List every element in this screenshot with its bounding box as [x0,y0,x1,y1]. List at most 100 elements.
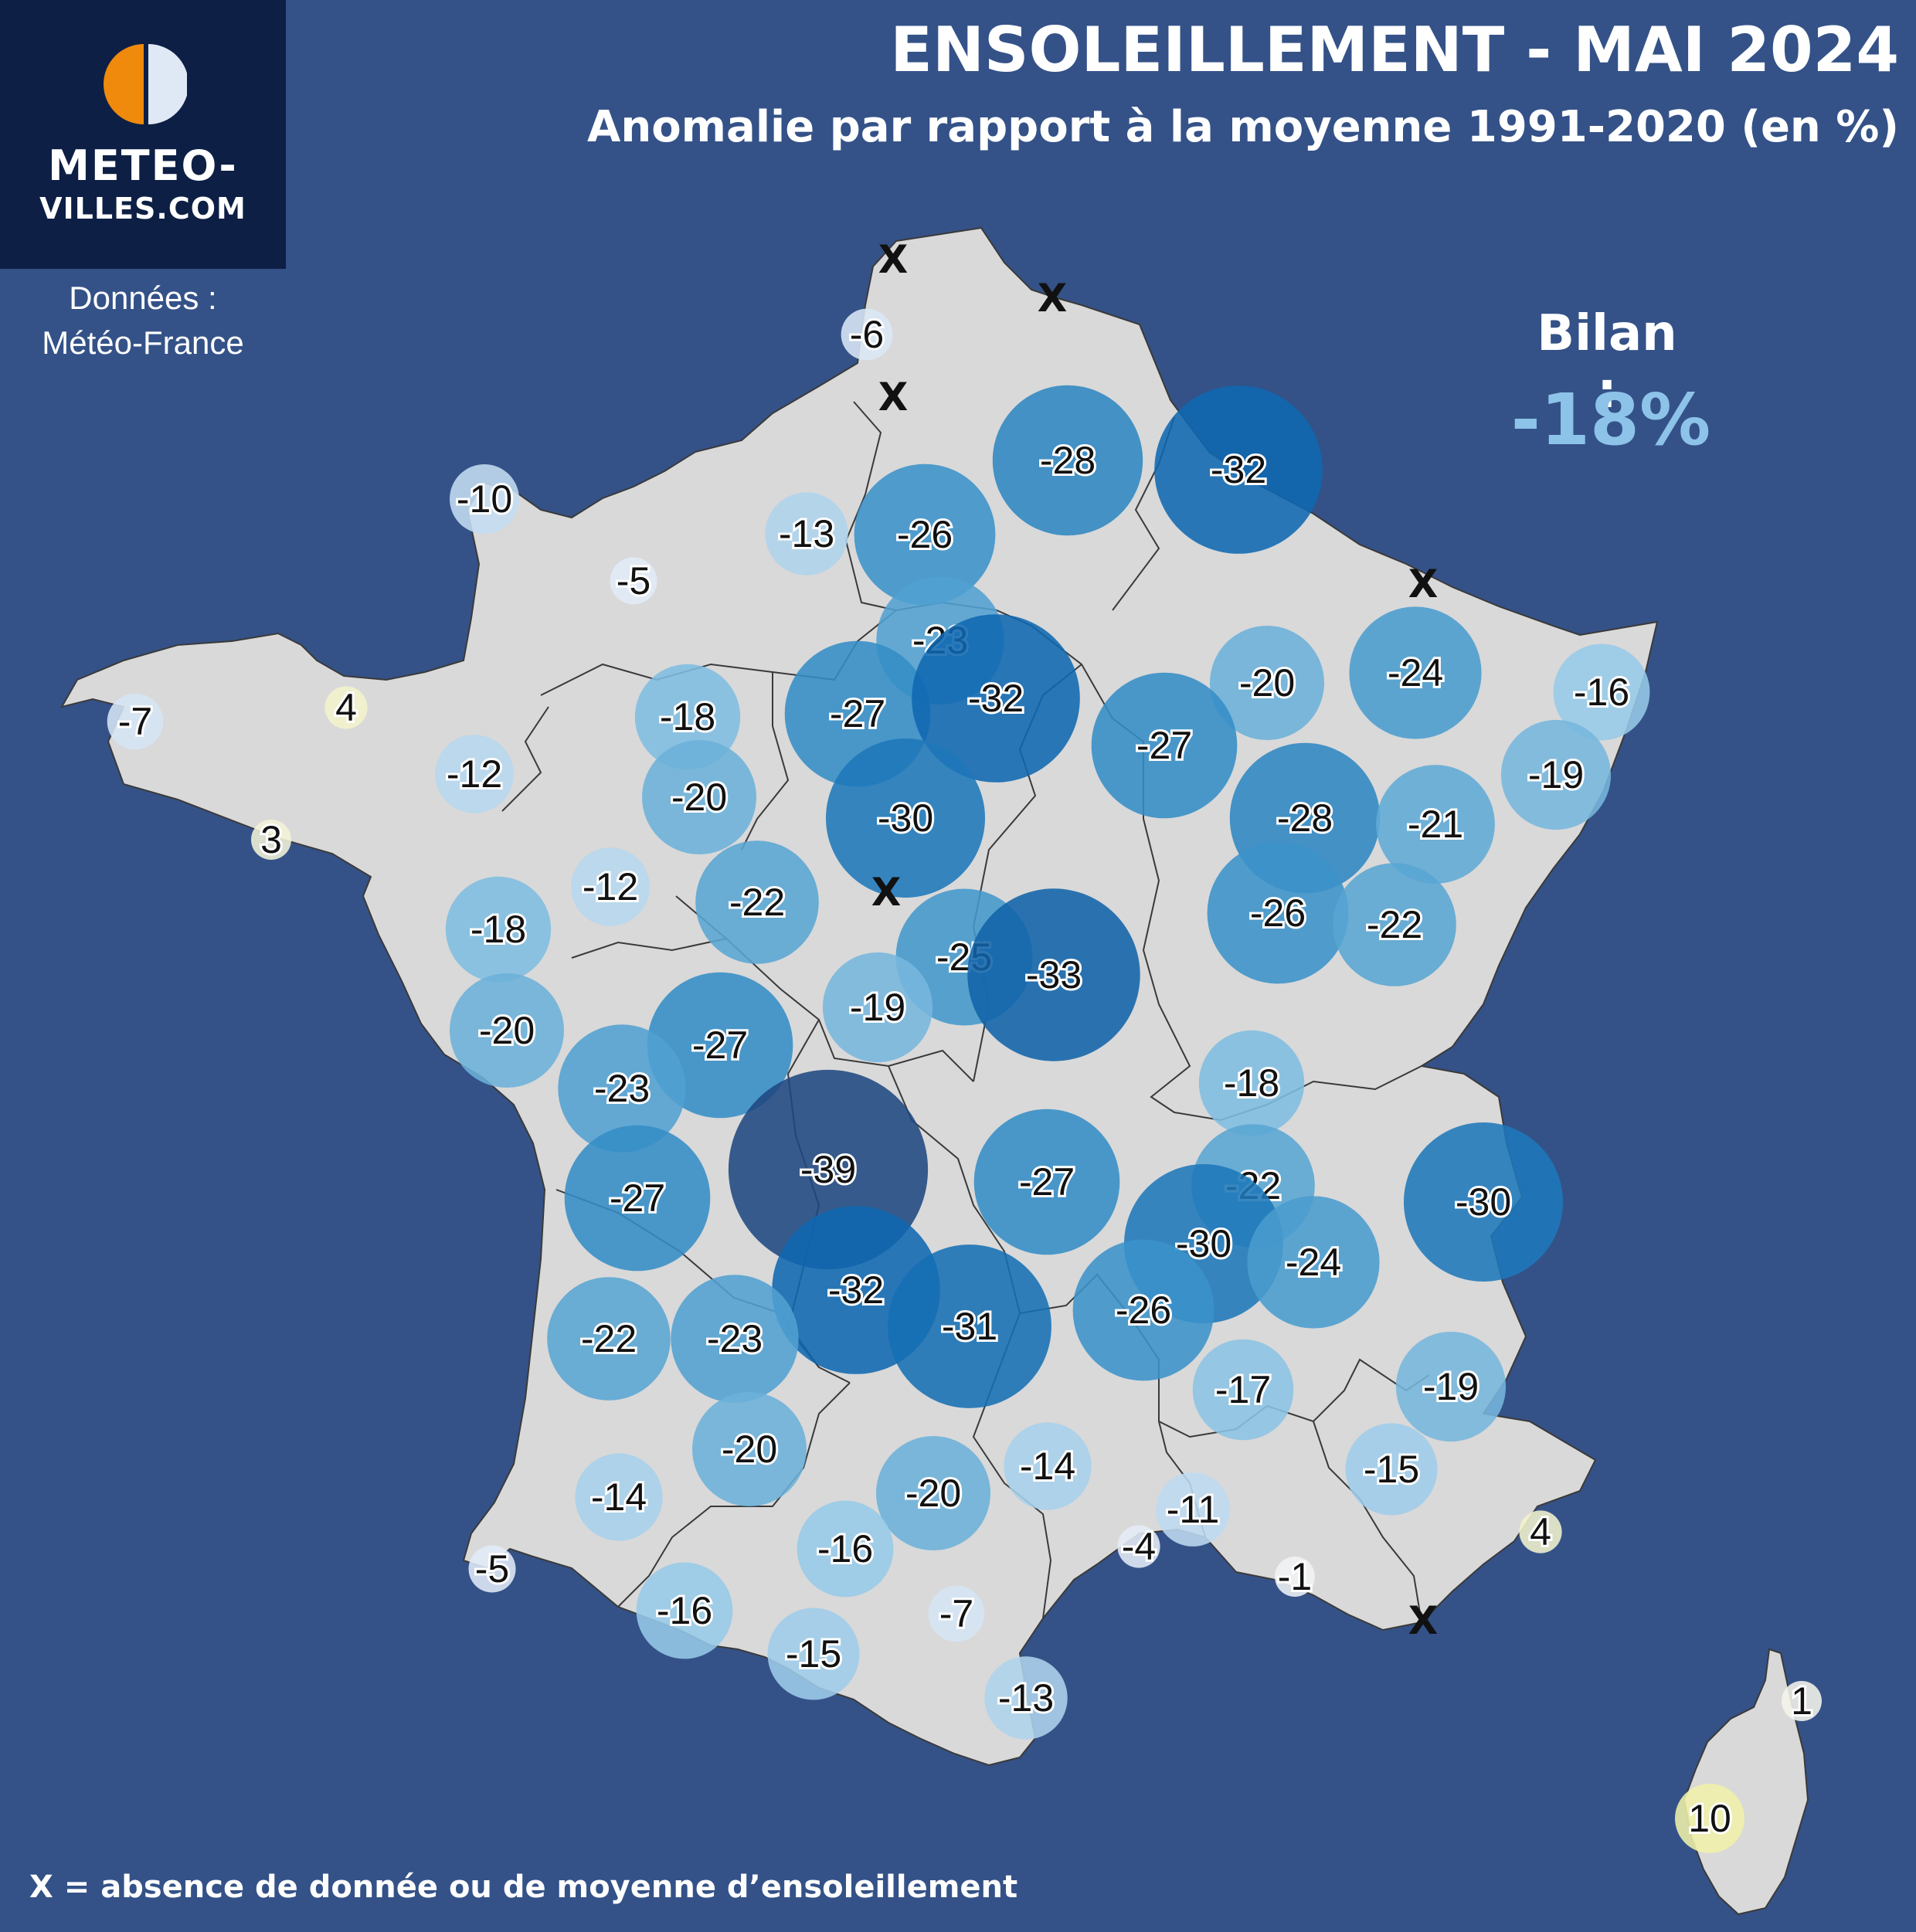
station-bubble [450,973,564,1088]
station-value-label: -18 [1224,1061,1279,1105]
station-bubble [1004,1422,1092,1510]
station-value-label: -19 [1423,1365,1479,1408]
station-value-label: -19 [1528,753,1584,796]
missing-data-marker: X [878,237,909,282]
half-sun-icon [104,44,187,124]
station-bubbles: -6-28-32-10-13-26-5-23-24-20-164-7-18-27… [107,308,1822,1853]
station-value-label: -21 [1408,803,1463,846]
data-source-label: Données : [69,280,217,316]
station-bubble [1500,719,1612,830]
station-value-label: -20 [905,1472,961,1515]
station-value-label: -7 [939,1592,973,1635]
station-value-label: -15 [1364,1448,1419,1491]
station-value-label: -27 [1136,724,1192,767]
station-bubble [1349,606,1482,739]
station-value-label: -10 [457,477,512,521]
station-value-label: -19 [850,986,905,1029]
station-bubble [1192,1339,1294,1441]
logo: METEO- VILLES.COM [0,0,286,269]
station-bubble [575,1453,663,1541]
station-bubble [928,1585,985,1642]
station-value-label: -12 [447,752,502,796]
station-value-label: -15 [786,1632,841,1676]
station-bubble [841,308,893,361]
station-bubble [1117,1525,1160,1568]
missing-data-marker: X [878,375,909,419]
station-bubble [1198,1030,1305,1136]
station-value-label: -27 [692,1024,748,1067]
station-value-label: -20 [671,776,727,819]
station-value-label: -28 [1277,796,1333,840]
station-bubble [610,557,657,605]
station-bubble [107,693,164,750]
station-bubble [692,1392,807,1506]
station-value-label: -30 [1456,1180,1511,1224]
station-value-label: -32 [968,677,1024,720]
station-value-label: -6 [850,313,884,356]
station-bubble [822,952,933,1063]
station-value-label: -16 [1574,671,1629,714]
station-value-label: -30 [1176,1222,1231,1265]
station-value-label: -24 [1388,651,1443,694]
summary-value: -18% [1510,379,1711,461]
station-bubble [1154,385,1323,554]
station-value-label: -28 [1040,439,1096,482]
station-bubble [324,686,368,729]
station-bubble [767,1608,860,1700]
station-value-label: -14 [1020,1445,1075,1488]
station-bubble [854,463,996,606]
station-bubble [1395,1331,1507,1442]
station-value-label: -20 [722,1428,777,1471]
map-title: ENSOLEILLEMENT - MAI 2024 [890,14,1899,86]
station-value-label: -7 [118,700,152,743]
station-value-label: -22 [1367,903,1422,946]
missing-data-markers: X X X X X X [871,237,1439,1643]
station-bubble [1091,672,1238,819]
station-value-label: 4 [1530,1510,1551,1553]
station-value-label: 3 [260,818,282,861]
station-bubble [1675,1784,1744,1853]
station-value-label: -14 [591,1475,647,1519]
station-bubble [1553,643,1650,741]
missing-data-marker: X [1408,1598,1439,1643]
station-bubble [888,1244,1051,1408]
station-value-label: -30 [878,796,933,840]
logo-text-line1: METEO- [48,141,238,190]
station-bubble [558,1024,686,1153]
station-value-label: -22 [581,1317,637,1360]
station-bubble [642,740,756,854]
station-value-label: -13 [998,1676,1054,1720]
station-value-label: -23 [594,1067,650,1110]
station-bubble [1247,1196,1380,1329]
station-value-label: -5 [475,1547,509,1591]
missing-data-marker: X [871,870,902,915]
station-value-label: -27 [1019,1160,1075,1204]
station-bubble [251,820,291,860]
station-bubble [826,739,985,898]
station-value-label: -12 [583,865,638,908]
station-value-label: -39 [800,1148,856,1191]
station-value-label: -24 [1286,1241,1341,1284]
station-bubble [1072,1239,1214,1381]
station-value-label: -17 [1215,1368,1271,1411]
logo-text-line2: VILLES.COM [39,192,246,226]
station-bubble [876,1436,990,1550]
station-value-label: -5 [617,559,651,603]
station-bubble [1275,1557,1315,1597]
station-bubble [1782,1681,1822,1721]
station-bubble [435,735,514,813]
station-bubble [912,614,1080,783]
missing-data-marker: X [1408,562,1439,606]
station-value-label: -4 [1122,1525,1156,1568]
station-value-label: -16 [657,1589,712,1632]
station-value-label: -20 [479,1009,535,1052]
station-bubble [1376,765,1495,884]
legend-note: X = absence de donnée ou de moyenne d’en… [29,1869,1018,1905]
station-bubble [468,1545,516,1593]
station-bubble [1333,863,1456,986]
station-value-label: -33 [1026,953,1082,997]
station-value-label: -23 [707,1317,763,1360]
station-value-label: -27 [610,1177,665,1220]
station-value-label: -31 [942,1305,997,1348]
